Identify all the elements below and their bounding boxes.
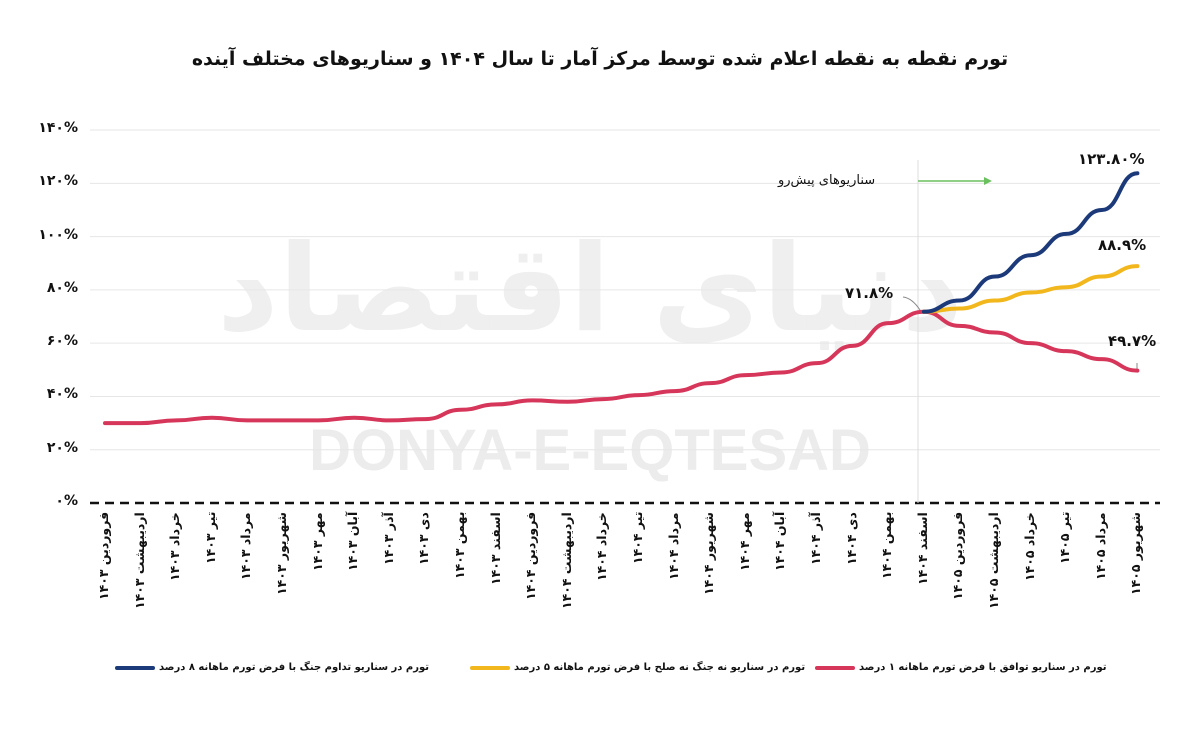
legend-item-war: تورم در سناریو تداوم جنگ با فرض تورم ماه… [115, 662, 429, 673]
series-line-1 [921, 264, 1140, 314]
x-tick-label: اردیبهشت ۱۴۰۳ [131, 512, 147, 609]
y-tick-label: ۰% [55, 493, 78, 509]
x-tick-label: خرداد ۱۴۰۴ [594, 512, 610, 581]
x-tick-label: آذر ۱۴۰۳ [380, 512, 396, 565]
annotation-leader [902, 296, 921, 311]
x-tick-label: فروردین ۱۴۰۴ [523, 512, 539, 601]
x-tick-label: بهمن ۱۴۰۳ [452, 512, 467, 580]
red-end-label: ۴۹.۷% [1108, 332, 1157, 350]
x-tick-label: اردیبهشت ۱۴۰۵ [986, 512, 1001, 609]
current-value-label: ۷۱.۸% [845, 284, 894, 302]
x-tick-label: خرداد ۱۴۰۵ [1021, 512, 1037, 581]
y-tick-label: ۶۰% [46, 333, 78, 350]
chart-title: تورم نقطه به نقطه اعلام شده توسط مرکز آم… [191, 48, 1009, 70]
blue-end-label: ۱۲۳.۸۰% [1078, 150, 1145, 168]
x-tick-label: فروردین ۱۴۰۳ [96, 512, 111, 601]
x-tick-label: اسفند ۱۴۰۴ [914, 512, 930, 585]
legend-label: تورم در سناریو تداوم جنگ با فرض تورم ماه… [159, 662, 430, 673]
x-tick-label: شهریور ۱۴۰۵ [1128, 512, 1144, 595]
legend-swatch-red [815, 665, 855, 670]
y-tick-label: ۱۰۰% [38, 226, 78, 243]
x-tick-label: تیر ۱۴۰۴ [630, 512, 645, 565]
y-tick-label: ۴۰% [46, 386, 78, 403]
series-line-0 [921, 171, 1140, 314]
x-tick-label: فروردین ۱۴۰۵ [950, 512, 966, 601]
x-tick-label: آذر ۱۴۰۴ [808, 512, 823, 565]
legend-item-deal: تورم در سناریو توافق با فرض تورم ماهانه … [815, 662, 1107, 673]
legend-label: تورم در سناریو نه جنگ نه صلح با فرض تورم… [514, 662, 806, 673]
legend-swatch-yellow [470, 665, 510, 670]
arrow-head-icon [984, 177, 992, 185]
y-tick-label: ۱۴۰% [38, 120, 78, 137]
x-tick-label: شهریور ۱۴۰۳ [274, 512, 289, 595]
legend-swatch-blue [115, 665, 155, 670]
x-tick-label: اردیبهشت ۱۴۰۴ [558, 512, 574, 609]
x-tick-label: تیر ۱۴۰۵ [1057, 512, 1073, 565]
x-tick-label: آبان ۱۴۰۴ [772, 512, 788, 572]
x-tick-label: مهر ۱۴۰۴ [736, 512, 752, 571]
y-tick-label: ۸۰% [46, 279, 78, 296]
x-tick-label: اسفند ۱۴۰۳ [487, 512, 503, 585]
x-tick-label: مهر ۱۴۰۳ [309, 512, 325, 571]
x-tick-label: دی ۱۴۰۳ [416, 512, 432, 565]
x-tick-label: بهمن ۱۴۰۴ [879, 512, 895, 580]
legend-item-neither: تورم در سناریو نه جنگ نه صلح با فرض تورم… [470, 662, 805, 673]
y-tick-label: ۲۰% [46, 439, 78, 456]
yellow-end-label: ۸۸.۹% [1098, 236, 1147, 254]
series-line-2 [103, 309, 1140, 426]
x-tick-label: خرداد ۱۴۰۳ [167, 512, 183, 581]
x-tick-label: آبان ۱۴۰۳ [345, 512, 361, 572]
y-tick-label: ۱۲۰% [38, 173, 78, 190]
x-tick-label: مرداد ۱۴۰۵ [1092, 512, 1108, 580]
x-tick-label: مرداد ۱۴۰۴ [665, 512, 681, 580]
scenario-label: سناریوهای پیش‌رو [778, 173, 876, 188]
x-tick-label: تیر ۱۴۰۳ [202, 512, 218, 565]
x-tick-label: دی ۱۴۰۴ [843, 512, 859, 565]
watermark-en: DONYA-E-EQTESAD [309, 418, 871, 483]
legend-label: تورم در سناریو توافق با فرض تورم ماهانه … [859, 662, 1107, 673]
x-tick-label: شهریور ۱۴۰۴ [701, 512, 717, 595]
x-tick-label: مرداد ۱۴۰۳ [238, 512, 254, 580]
